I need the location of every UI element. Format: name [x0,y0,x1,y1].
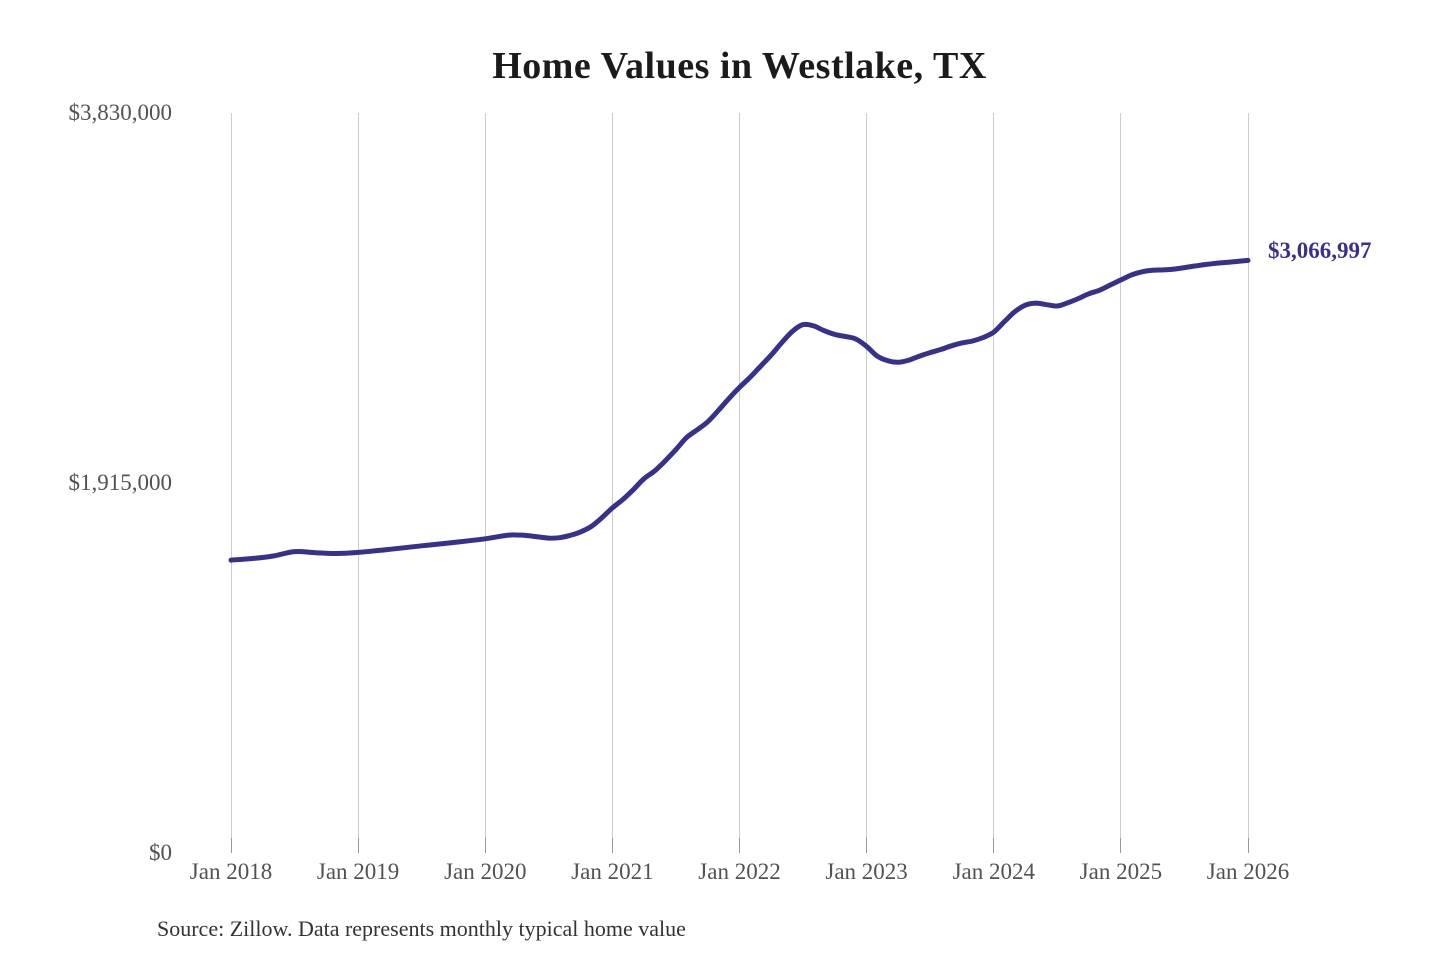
x-axis-label: Jan 2018 [189,859,273,884]
source-note: Source: Zillow. Data represents monthly … [157,916,686,941]
gridline [1247,113,1249,838]
x-axis-label: Jan 2019 [316,859,400,884]
x-axis-label: Jan 2023 [825,859,908,884]
x-axis-label: Jan 2025 [1079,859,1163,884]
x-axis-label: Jan 2020 [444,859,527,884]
y-axis-label: $0 [149,840,172,865]
x-axis-tick [484,838,486,853]
x-axis-label: Jan 2022 [698,859,781,884]
x-axis-tick [230,838,232,853]
x-axis-tick [739,838,740,853]
chart-title: Home Values in Westlake, TX [492,45,987,87]
x-axis-tick [866,838,868,853]
final-value-label: $3,066,997 [1268,238,1372,264]
x-axis-label: Jan 2021 [571,859,654,884]
y-axis-label: $1,915,000 [68,470,173,495]
gridline [484,113,486,838]
gridline [1120,113,1122,838]
x-axis-label: Jan 2026 [1206,859,1290,884]
x-axis-tick [1247,838,1249,853]
gridline [357,113,359,838]
y-axis-label: $3,830,000 [68,100,173,125]
x-axis-tick [993,838,995,853]
gridline [993,113,995,838]
gridline [230,113,232,838]
x-axis-label: Jan 2024 [952,859,1035,884]
gridline [611,113,613,838]
x-axis-tick [357,838,359,853]
gridline [739,113,740,838]
home-value-line-path [228,257,1251,563]
gridline [866,113,868,838]
x-axis-tick [1120,838,1122,853]
x-axis-tick [611,838,613,853]
